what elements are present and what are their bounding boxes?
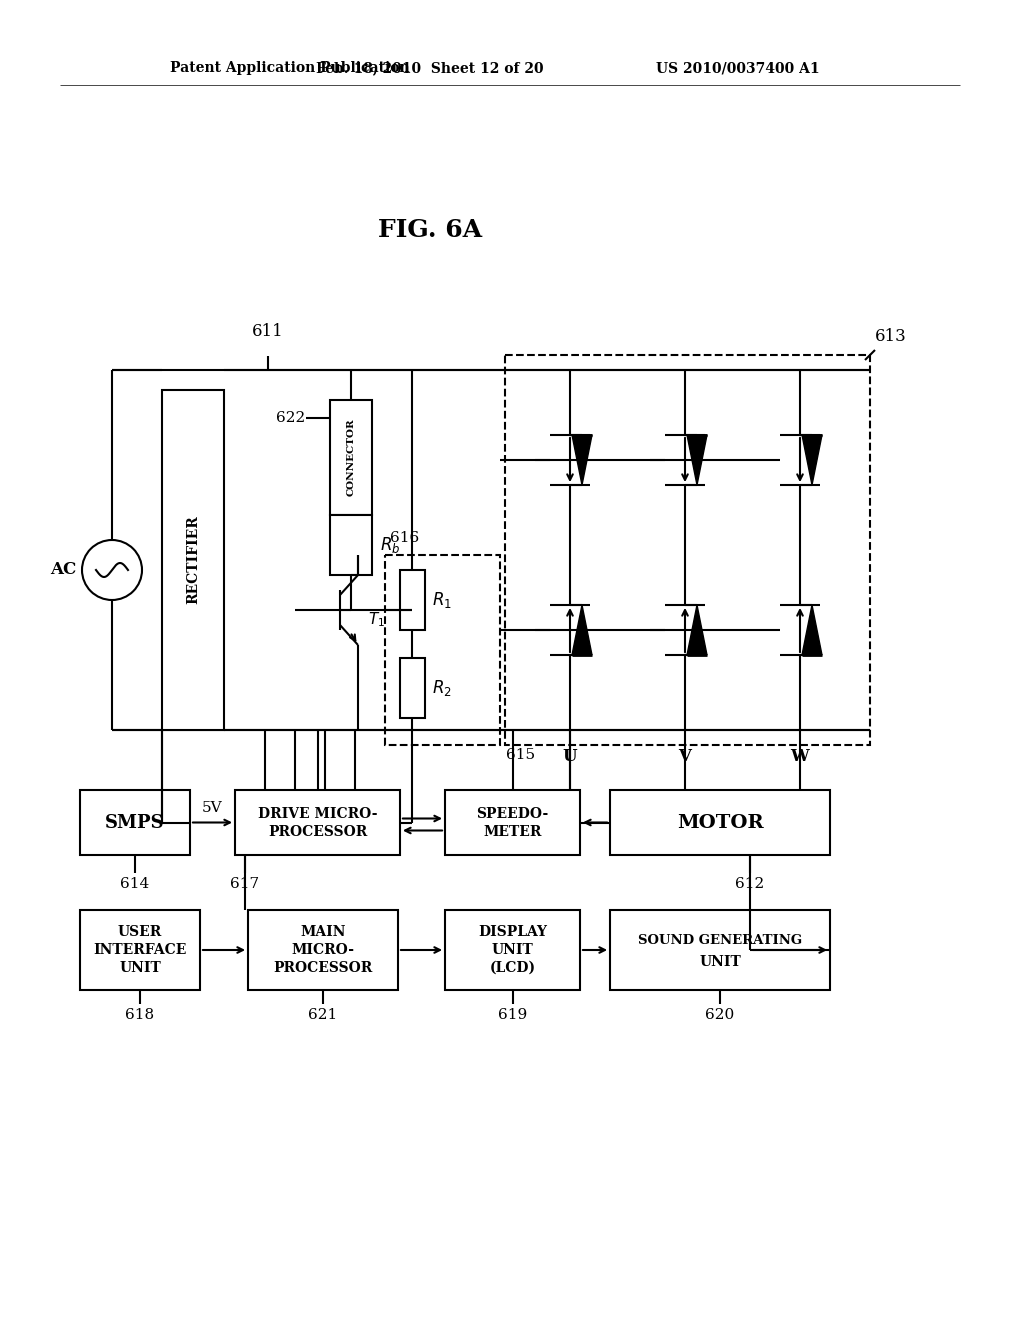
Text: SMPS: SMPS	[105, 813, 165, 832]
Text: $R_b$: $R_b$	[380, 535, 400, 554]
Text: 616: 616	[390, 531, 419, 545]
Bar	[80, 909, 200, 990]
Text: UNIT: UNIT	[119, 961, 161, 975]
Polygon shape	[802, 605, 822, 655]
Text: $R_1$: $R_1$	[432, 590, 452, 610]
Text: 618: 618	[125, 1008, 155, 1022]
Bar	[445, 789, 580, 855]
Polygon shape	[802, 436, 822, 484]
Text: $T_1$: $T_1$	[368, 611, 385, 630]
Text: Feb. 18, 2010  Sheet 12 of 20: Feb. 18, 2010 Sheet 12 of 20	[316, 61, 544, 75]
Text: 620: 620	[706, 1008, 734, 1022]
Text: UNIT: UNIT	[699, 954, 741, 969]
Text: AC: AC	[50, 561, 76, 578]
Text: PROCESSOR: PROCESSOR	[273, 961, 373, 975]
Text: $R_2$: $R_2$	[432, 678, 452, 698]
Bar	[162, 389, 224, 730]
Text: UNIT: UNIT	[492, 942, 534, 957]
Bar	[445, 909, 580, 990]
Polygon shape	[687, 436, 707, 484]
Bar	[330, 400, 372, 515]
Text: PROCESSOR: PROCESSOR	[268, 825, 368, 840]
Text: 5V: 5V	[202, 800, 223, 814]
Text: MOTOR: MOTOR	[677, 813, 763, 832]
Polygon shape	[572, 605, 592, 655]
Text: U: U	[562, 748, 578, 766]
Bar	[505, 355, 870, 744]
Text: METER: METER	[483, 825, 542, 840]
Text: SOUND GENERATING: SOUND GENERATING	[638, 935, 802, 948]
Text: 621: 621	[308, 1008, 338, 1022]
Bar	[80, 789, 190, 855]
Text: W: W	[791, 748, 809, 766]
Text: 617: 617	[230, 876, 259, 891]
Text: MAIN: MAIN	[300, 925, 346, 939]
Text: 611: 611	[252, 323, 284, 341]
Bar	[330, 515, 372, 576]
Text: DISPLAY: DISPLAY	[478, 925, 547, 939]
Text: Patent Application Publication: Patent Application Publication	[170, 61, 410, 75]
Bar	[610, 909, 830, 990]
Text: CONNECTOR: CONNECTOR	[346, 418, 355, 496]
Text: 622: 622	[275, 411, 305, 425]
Text: 615: 615	[506, 748, 536, 762]
Bar	[234, 789, 400, 855]
Text: DRIVE MICRO-: DRIVE MICRO-	[258, 808, 377, 821]
Text: MICRO-: MICRO-	[292, 942, 354, 957]
Bar	[248, 909, 398, 990]
Bar	[400, 657, 425, 718]
Polygon shape	[572, 436, 592, 484]
Text: SPEEDO-: SPEEDO-	[476, 808, 549, 821]
Bar	[610, 789, 830, 855]
Text: US 2010/0037400 A1: US 2010/0037400 A1	[656, 61, 820, 75]
Text: 619: 619	[498, 1008, 527, 1022]
Bar	[400, 570, 425, 630]
Bar	[385, 554, 500, 744]
Text: V: V	[679, 748, 691, 766]
Polygon shape	[687, 605, 707, 655]
Text: 613: 613	[874, 327, 906, 345]
Text: 614: 614	[121, 876, 150, 891]
Text: 612: 612	[735, 876, 765, 891]
Text: RECTIFIER: RECTIFIER	[186, 516, 200, 605]
Text: FIG. 6A: FIG. 6A	[378, 218, 482, 242]
Text: (LCD): (LCD)	[489, 961, 536, 975]
Text: USER: USER	[118, 925, 162, 939]
Text: INTERFACE: INTERFACE	[93, 942, 186, 957]
